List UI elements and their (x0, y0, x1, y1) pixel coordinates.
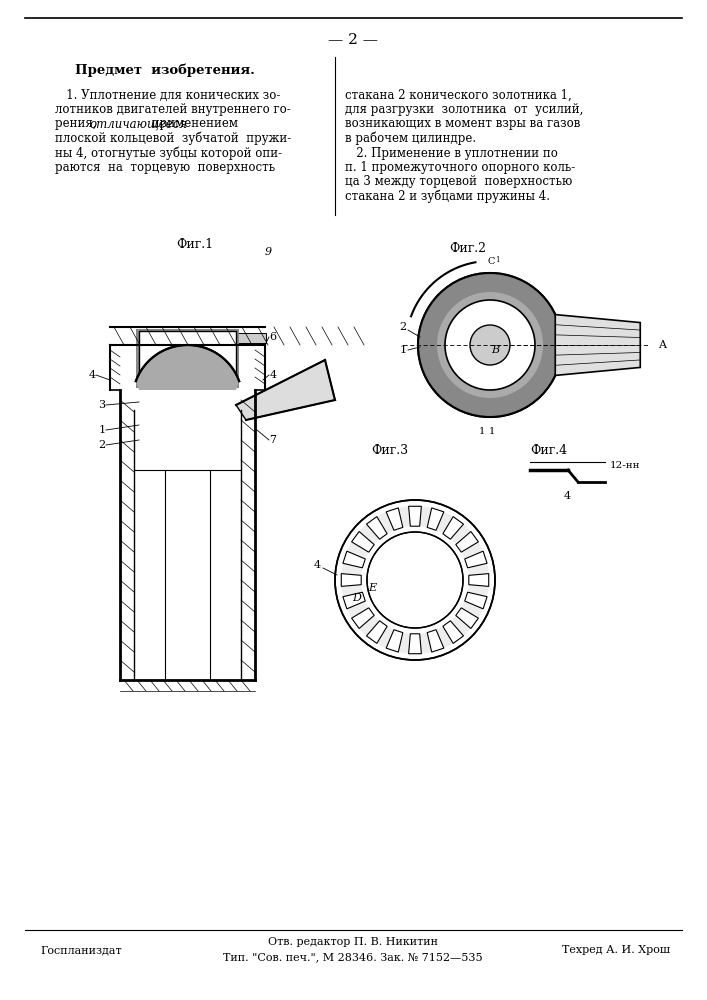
Text: Тип. "Сов. печ.", М 28346. Зак. № 7152—535: Тип. "Сов. печ.", М 28346. Зак. № 7152—5… (223, 952, 483, 962)
Text: B: B (491, 345, 499, 355)
Text: 1: 1 (495, 256, 499, 264)
Text: раются  на  торцевую  поверхность: раются на торцевую поверхность (55, 161, 275, 174)
FancyBboxPatch shape (139, 331, 236, 386)
Text: 7: 7 (269, 435, 276, 445)
Text: 1. Уплотнение для конических зо-: 1. Уплотнение для конических зо- (55, 89, 281, 102)
Text: 1: 1 (399, 345, 407, 355)
Text: 12-нн: 12-нн (610, 460, 641, 470)
Text: E: E (368, 583, 376, 593)
Polygon shape (343, 592, 366, 609)
Polygon shape (464, 551, 487, 568)
Circle shape (418, 273, 562, 417)
Circle shape (163, 356, 173, 365)
Polygon shape (366, 621, 387, 643)
Text: стакана 2 и зубцами пружины 4.: стакана 2 и зубцами пружины 4. (345, 190, 550, 203)
Text: 9: 9 (264, 247, 271, 257)
Text: стакана 2 конического золотника 1,: стакана 2 конического золотника 1, (345, 89, 572, 102)
Text: рения,: рения, (55, 117, 100, 130)
Text: 1: 1 (479, 426, 485, 436)
Text: Техред А. И. Хрош: Техред А. И. Хрош (562, 945, 670, 955)
FancyBboxPatch shape (139, 331, 236, 386)
Text: 2: 2 (399, 322, 407, 332)
Text: 2. Применение в уплотнении по: 2. Применение в уплотнении по (345, 146, 558, 159)
Circle shape (335, 500, 495, 660)
Bar (147, 333, 185, 343)
Text: Госпланиздат: Госпланиздат (40, 945, 122, 955)
Text: возникающих в момент взры ва газов: возникающих в момент взры ва газов (345, 117, 580, 130)
Text: Предмет  изобретения.: Предмет изобретения. (75, 63, 255, 77)
Polygon shape (409, 506, 421, 526)
Polygon shape (443, 621, 464, 643)
Circle shape (367, 532, 463, 628)
Polygon shape (351, 532, 374, 552)
Polygon shape (386, 508, 403, 530)
Text: ца 3 между торцевой  поверхностью: ца 3 между торцевой поверхностью (345, 176, 572, 188)
Polygon shape (456, 532, 479, 552)
Polygon shape (136, 345, 239, 390)
Text: Фиг.4: Фиг.4 (530, 444, 567, 456)
Text: — 2 —: — 2 — (328, 33, 378, 47)
Polygon shape (464, 592, 487, 609)
Polygon shape (555, 315, 641, 375)
Polygon shape (341, 574, 361, 586)
Bar (228, 333, 266, 343)
Text: в рабочем цилиндре.: в рабочем цилиндре. (345, 132, 476, 145)
Polygon shape (409, 634, 421, 654)
Text: отличающееся: отличающееся (89, 117, 187, 130)
Polygon shape (456, 608, 479, 628)
Bar (187, 333, 225, 343)
Circle shape (202, 356, 213, 365)
Text: применением: применением (148, 117, 238, 130)
Text: ны 4, отогнутые зубцы которой опи-: ны 4, отогнутые зубцы которой опи- (55, 146, 282, 160)
Text: для разгрузки  золотника  от  усилий,: для разгрузки золотника от усилий, (345, 103, 583, 116)
Text: Отв. редактор П. В. Никитин: Отв. редактор П. В. Никитин (268, 937, 438, 947)
Text: 4: 4 (88, 370, 95, 380)
Text: 6: 6 (269, 332, 276, 342)
Text: 4: 4 (313, 560, 320, 570)
Polygon shape (236, 360, 335, 420)
Polygon shape (469, 574, 489, 586)
Polygon shape (351, 608, 374, 628)
Polygon shape (366, 517, 387, 539)
Text: 4: 4 (269, 370, 276, 380)
Text: A: A (658, 340, 666, 350)
Polygon shape (443, 517, 464, 539)
Polygon shape (343, 551, 366, 568)
Polygon shape (427, 630, 444, 652)
Text: 1: 1 (489, 426, 495, 436)
Text: п. 1 промежуточного опорного коль-: п. 1 промежуточного опорного коль- (345, 161, 575, 174)
Text: 1: 1 (98, 425, 105, 435)
Circle shape (470, 325, 510, 365)
Text: D: D (353, 593, 361, 603)
Polygon shape (386, 630, 403, 652)
Text: Фиг.1: Фиг.1 (177, 238, 214, 251)
Wedge shape (418, 273, 562, 417)
Text: Фиг.3: Фиг.3 (371, 444, 409, 456)
Circle shape (445, 300, 535, 390)
Polygon shape (427, 508, 444, 530)
Text: плоской кольцевой  зубчатой  пружи-: плоской кольцевой зубчатой пружи- (55, 132, 291, 145)
FancyBboxPatch shape (136, 329, 239, 388)
Text: C: C (487, 257, 495, 266)
Text: 3: 3 (98, 400, 105, 410)
Text: лотников двигателей внутреннего го-: лотников двигателей внутреннего го- (55, 103, 291, 116)
Text: 4: 4 (563, 491, 571, 501)
Wedge shape (341, 506, 489, 654)
Text: 2: 2 (98, 440, 105, 450)
Text: Фиг.2: Фиг.2 (450, 241, 486, 254)
